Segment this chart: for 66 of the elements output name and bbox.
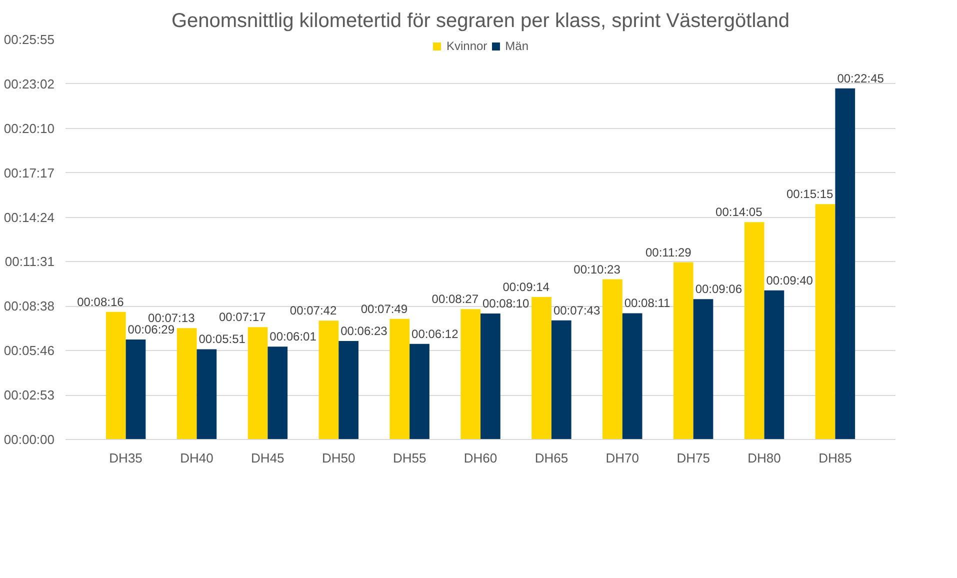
y-tick-label: 00:08:38: [4, 298, 55, 314]
chart-title: Genomsnittlig kilometertid för segraren per klass, sprint Västergötland: [171, 10, 790, 32]
legend-label: Kvinnor: [446, 39, 488, 53]
data-label: 00:15:15: [786, 187, 834, 202]
legend-label: Män: [505, 39, 529, 53]
x-tick-label: DH85: [818, 450, 852, 466]
bar: [196, 349, 217, 440]
x-tick-label: DH80: [748, 450, 781, 466]
data-label: 00:05:51: [198, 332, 246, 346]
y-tick-label: 00:00:00: [4, 432, 55, 447]
bar: [318, 320, 339, 440]
bar: [338, 340, 358, 440]
data-label: 00:08:16: [77, 294, 124, 309]
bar: [673, 262, 694, 440]
data-label: 00:10:23: [574, 262, 621, 276]
data-label: 00:08:10: [482, 296, 530, 310]
y-tick-label: 00:23:02: [4, 76, 55, 92]
data-label: 00:08:27: [432, 292, 479, 306]
data-label: 00:11:29: [646, 245, 692, 260]
data-label: 00:22:45: [837, 71, 884, 86]
x-tick-label: DH35: [109, 450, 142, 466]
data-label: 00:07:17: [218, 310, 266, 324]
data-label: 00:06:12: [412, 326, 459, 341]
x-tick-label: DH40: [180, 450, 214, 466]
x-tick-label: DH55: [392, 450, 426, 466]
data-label: 00:09:06: [695, 282, 742, 296]
bar: [815, 204, 836, 440]
data-label: 00:07:43: [553, 303, 600, 318]
y-tick-label: 00:20:10: [4, 120, 55, 136]
x-tick-label: DH50: [322, 450, 356, 466]
y-tick-label: 00:25:55: [4, 32, 55, 47]
y-tick-label: 00:11:31: [4, 254, 54, 270]
bar: [268, 346, 288, 440]
bar: [622, 313, 642, 440]
y-tick-label: 00:14:24: [4, 210, 55, 225]
x-tick-label: DH45: [251, 450, 284, 466]
bar: [764, 290, 784, 440]
bar: [390, 318, 410, 440]
y-tick-label: 00:02:53: [4, 388, 55, 403]
x-tick-label: DH70: [606, 450, 640, 466]
bar: [744, 222, 764, 440]
y-tick-label: 00:17:17: [4, 165, 55, 180]
bar: [693, 299, 714, 440]
data-label: 00:07:42: [290, 304, 337, 318]
bar: [480, 313, 500, 440]
data-label: 00:06:01: [270, 330, 317, 344]
bar: [248, 327, 268, 440]
bar: [835, 88, 856, 440]
bar: [106, 312, 126, 440]
bar: [551, 320, 572, 440]
data-label: 00:08:11: [624, 296, 671, 310]
bar: [602, 279, 622, 440]
x-tick-label: DH60: [464, 450, 498, 466]
data-label: 00:09:14: [502, 280, 550, 294]
data-label: 00:07:49: [360, 302, 408, 316]
bar: [532, 297, 552, 440]
x-tick-label: DH65: [534, 450, 568, 466]
bar: [126, 339, 146, 440]
bar: [176, 328, 197, 440]
data-label: 00:14:05: [716, 205, 763, 220]
bar: [410, 344, 430, 440]
bar: [460, 309, 480, 440]
data-label: 00:06:23: [340, 324, 388, 338]
data-label: 00:09:40: [766, 273, 814, 288]
x-tick-label: DH75: [676, 450, 710, 466]
y-tick-label: 00:05:46: [4, 343, 55, 358]
